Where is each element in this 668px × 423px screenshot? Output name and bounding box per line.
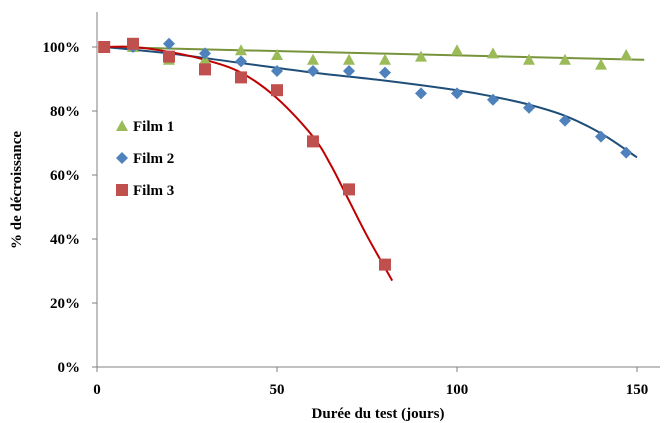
series-2-point (163, 37, 175, 50)
legend-marker-2 (116, 152, 128, 164)
y-tick-label: 60% (50, 168, 80, 184)
series-1-point (235, 44, 247, 56)
series-2-point (235, 55, 247, 68)
x-tick-label: 150 (626, 382, 649, 398)
series-2-point (307, 65, 319, 77)
x-tick-label: 50 (270, 382, 285, 398)
series-1-point (271, 49, 283, 60)
series-3-point (379, 258, 391, 271)
y-tick-label: 100% (43, 40, 81, 56)
series-2-trendline (104, 46, 638, 159)
x-ticks: 0 50 100 150 (93, 367, 648, 398)
series-1-point (559, 53, 571, 65)
series-1-point (451, 44, 463, 56)
series-2-point (487, 93, 499, 106)
series-3-point (199, 63, 211, 76)
axes: 0% 20% 40% 60% 80% 100% 0 50 100 150 (43, 12, 660, 398)
series-3-point (343, 183, 355, 196)
series-1-point (487, 47, 499, 59)
series-1-point (620, 49, 633, 60)
series-2-point (559, 114, 571, 127)
series-1-point (595, 58, 607, 70)
y-axis-title: % de décroissance (9, 131, 25, 249)
legend: Film 1 Film 2 Film 3 (116, 119, 174, 199)
series-1-trendline (104, 46, 645, 61)
legend-label-2: Film 2 (133, 151, 174, 167)
legend-label-1: Film 1 (133, 119, 174, 135)
series-1-point (415, 50, 427, 62)
legend-label-3: Film 3 (133, 183, 174, 199)
series-1-point (307, 53, 319, 65)
series-3-point (98, 41, 111, 53)
y-tick-label: 20% (50, 296, 80, 312)
x-tick-label: 100 (446, 382, 469, 398)
series-3-point (163, 50, 175, 63)
y-tick-label: 80% (50, 104, 80, 120)
series-3-point (307, 135, 319, 148)
series-1-point (379, 53, 391, 65)
series-2-point (199, 47, 211, 60)
series-3-trendline (104, 45, 394, 282)
y-tick-label: 40% (50, 232, 80, 248)
y-ticks: 0% 20% 40% 60% 80% 100% (43, 40, 97, 376)
series-2-point (595, 130, 607, 143)
data-points (98, 37, 633, 271)
x-axis-title: Durée du test (jours) (312, 406, 445, 422)
series-1-point (523, 53, 535, 65)
series-2-point (343, 65, 355, 77)
legend-marker-1 (116, 120, 128, 131)
series-2-point (451, 87, 463, 100)
trendlines (104, 45, 645, 282)
legend-marker-3 (116, 184, 128, 196)
x-tick-label: 0 (93, 382, 101, 398)
series-2-point (271, 65, 283, 77)
series-2-point (379, 66, 391, 79)
series-3-point (235, 71, 247, 84)
series-2-point (415, 87, 427, 100)
y-tick-label: 0% (58, 360, 81, 376)
series-1-point (343, 53, 355, 65)
series-3-point (271, 84, 283, 97)
series-3-point (127, 37, 139, 50)
series-2-point (523, 101, 535, 114)
series-2-point (620, 146, 633, 159)
